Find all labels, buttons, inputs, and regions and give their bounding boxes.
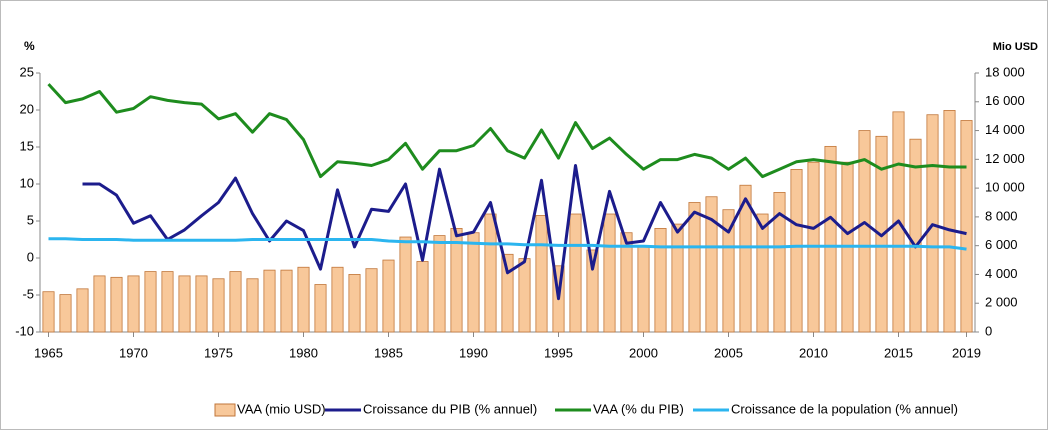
y2-tick-label: 16 000	[985, 93, 1025, 108]
y-tick-label: -10	[15, 323, 34, 338]
line	[82, 164, 967, 301]
bar	[824, 145, 837, 333]
bar	[212, 278, 225, 333]
bar	[433, 235, 446, 333]
x-tick-label: 1965	[34, 345, 63, 360]
bar	[467, 232, 480, 333]
bar	[773, 192, 786, 333]
bar	[688, 202, 701, 333]
x-tick-label: 2005	[714, 345, 743, 360]
bar	[178, 275, 191, 333]
x-tick-label: 1985	[374, 345, 403, 360]
x-tick-label: 1980	[289, 345, 318, 360]
bar	[501, 253, 514, 333]
y-tick-label: 20	[20, 101, 34, 116]
y-axis-title: %	[24, 39, 35, 53]
legend-label: VAA (mio USD)	[237, 401, 326, 416]
bar	[484, 213, 497, 333]
bar	[960, 120, 973, 333]
y-tick-label: -5	[22, 286, 34, 301]
y2-axis-title: Mio USD	[993, 41, 1038, 53]
legend-label: Croissance de la population (% annuel)	[731, 401, 958, 416]
y2-tick-label: 8 000	[985, 208, 1018, 223]
x-tick-label: 1995	[544, 345, 573, 360]
bar	[127, 275, 140, 333]
legend-label: VAA (% du PIB)	[593, 401, 684, 416]
bar	[399, 236, 412, 333]
x-tick-label: 2019	[952, 345, 981, 360]
bar	[943, 110, 956, 333]
y-tick-label: 25	[20, 64, 34, 79]
y-tick-label: 10	[20, 175, 34, 190]
bar	[637, 246, 650, 333]
bar	[314, 284, 327, 333]
bar	[722, 209, 735, 333]
bar	[756, 213, 769, 333]
bar	[365, 268, 378, 333]
bar	[229, 271, 242, 333]
bar	[144, 271, 157, 333]
y2-tick-label: 12 000	[985, 151, 1025, 166]
bar	[858, 130, 871, 333]
x-tick-label: 2010	[799, 345, 828, 360]
bar	[93, 275, 106, 333]
x-tick-label: 2015	[884, 345, 913, 360]
bar	[790, 169, 803, 333]
bar	[297, 266, 310, 333]
line	[48, 237, 967, 251]
bar	[586, 249, 599, 333]
bar	[59, 294, 72, 333]
bar	[603, 213, 616, 333]
bar	[331, 266, 344, 333]
bar	[382, 259, 395, 333]
bar	[909, 138, 922, 333]
y2-tick-label: 4 000	[985, 266, 1018, 281]
x-tick-label: 1975	[204, 345, 233, 360]
bar	[416, 261, 429, 333]
bar	[161, 271, 174, 333]
bar	[42, 291, 55, 333]
legend-swatch	[214, 403, 236, 417]
bar	[739, 184, 752, 333]
bar	[705, 196, 718, 333]
bar	[620, 232, 633, 333]
bar	[569, 213, 582, 333]
y-tick-label: 5	[27, 212, 34, 227]
line	[47, 83, 967, 179]
bar	[348, 274, 361, 333]
bar	[195, 275, 208, 333]
bar	[654, 227, 667, 333]
bar	[535, 215, 548, 333]
bar	[671, 223, 684, 333]
bar	[280, 269, 293, 333]
bar	[76, 288, 89, 333]
y2-tick-label: 2 000	[985, 295, 1018, 310]
x-tick-label: 1970	[119, 345, 148, 360]
y2-tick-label: 0	[985, 323, 992, 338]
y-tick-label: 15	[20, 138, 34, 153]
x-tick-label: 1990	[459, 345, 488, 360]
bar	[110, 276, 123, 333]
legend-label: Croissance du PIB (% annuel)	[363, 401, 537, 416]
y2-tick-label: 10 000	[985, 180, 1025, 195]
x-tick-label: 2000	[629, 345, 658, 360]
bar	[450, 227, 463, 333]
y-tick-label: 0	[27, 249, 34, 264]
bar	[246, 278, 259, 333]
y2-tick-label: 6 000	[985, 237, 1018, 252]
bar	[518, 258, 531, 333]
y2-tick-label: 18 000	[985, 64, 1025, 79]
bar	[263, 269, 276, 333]
y2-tick-label: 14 000	[985, 122, 1025, 137]
